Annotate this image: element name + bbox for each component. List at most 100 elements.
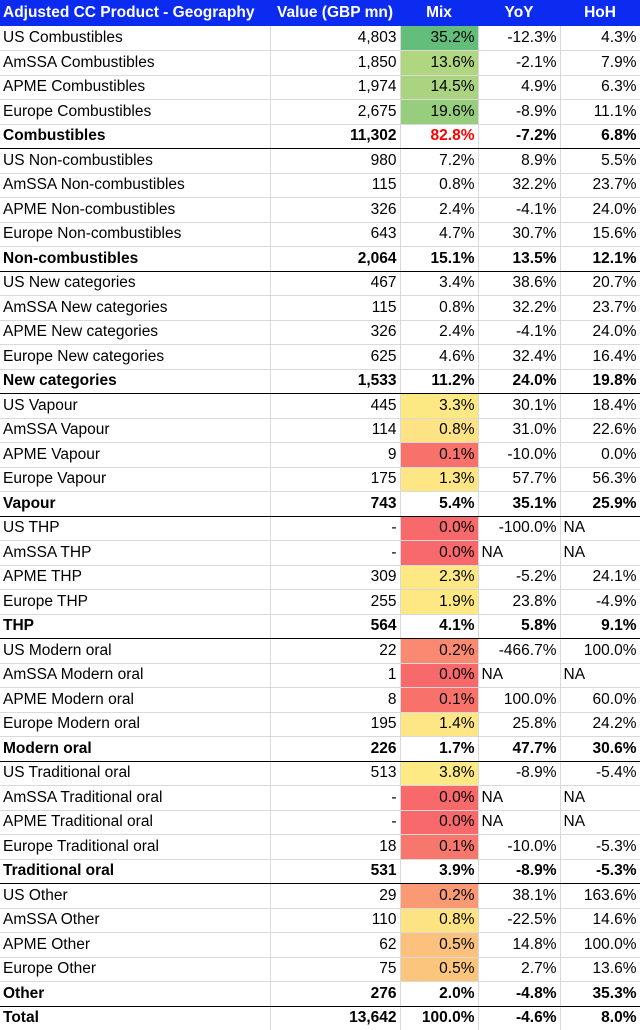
hoh-cell: -4.9% <box>560 589 640 615</box>
table-row: Europe Other 75 0.5% 2.7% 13.6% <box>0 957 640 982</box>
hoh-cell: 25.9% <box>560 491 640 517</box>
hoh-cell: 100.0% <box>560 932 640 958</box>
mix-cell: 4.7% <box>400 222 479 247</box>
value-cell: - <box>270 810 401 835</box>
mix-cell: 100.0% <box>400 1005 479 1030</box>
mix-cell: 0.1% <box>400 687 479 713</box>
hoh-cell: 19.8% <box>560 368 640 394</box>
yoy-cell: 13.5% <box>478 246 561 272</box>
product-geography-cell: Europe Traditional oral <box>0 834 271 860</box>
table-row: Europe THP 255 1.9% 23.8% -4.9% <box>0 589 640 615</box>
mix-cell: 14.5% <box>400 75 479 100</box>
yoy-cell: -10.0% <box>478 834 561 860</box>
product-geography-cell: Total <box>0 1005 271 1030</box>
yoy-cell: 30.1% <box>478 393 561 419</box>
yoy-cell: -466.7% <box>478 638 561 664</box>
hoh-cell: 13.6% <box>560 957 640 982</box>
value-cell: 9 <box>270 442 401 468</box>
yoy-cell: -4.1% <box>478 320 561 345</box>
hoh-cell: 11.1% <box>560 99 640 125</box>
product-geography-cell: US Non-combustibles <box>0 148 271 174</box>
value-cell: 110 <box>270 908 401 933</box>
value-cell: 276 <box>270 981 401 1007</box>
mix-cell: 13.6% <box>400 50 479 76</box>
table-row: AmSSA Other 110 0.8% -22.5% 14.6% <box>0 908 640 933</box>
value-cell: 2,064 <box>270 246 401 272</box>
product-geography-cell: Europe Other <box>0 957 271 982</box>
hoh-cell: -5.4% <box>560 761 640 786</box>
product-geography-cell: Non-combustibles <box>0 246 271 272</box>
table-row: AmSSA THP -0.0% NA NA <box>0 540 640 566</box>
yoy-cell: -8.9% <box>478 761 561 786</box>
hoh-cell: 5.5% <box>560 148 640 174</box>
grand-total-row: Total 13,642 100.0% -4.6% 8.0% <box>0 1005 640 1030</box>
hoh-cell: 100.0% <box>560 638 640 664</box>
mix-cell: 4.1% <box>400 613 479 639</box>
product-geography-cell: Europe Combustibles <box>0 99 271 125</box>
table-row: AmSSA New categories 115 0.8% 32.2% 23.7% <box>0 295 640 321</box>
mix-cell: 2.4% <box>400 197 479 223</box>
mix-cell: 0.5% <box>400 932 479 958</box>
product-geography-cell: US Vapour <box>0 393 271 419</box>
value-cell: 195 <box>270 712 401 737</box>
mix-cell: 0.5% <box>400 957 479 982</box>
mix-cell: 0.0% <box>400 810 479 835</box>
hoh-cell: 8.0% <box>560 1005 640 1030</box>
mix-cell: 0.0% <box>400 785 479 811</box>
hoh-cell: 22.6% <box>560 418 640 443</box>
yoy-cell: -8.9% <box>478 99 561 125</box>
value-cell: 115 <box>270 173 401 198</box>
product-geography-cell: APME THP <box>0 565 271 590</box>
product-geography-cell: Modern oral <box>0 736 271 762</box>
header-product-geography: Adjusted CC Product - Geography <box>0 0 270 26</box>
table-row: Europe New categories 625 4.6% 32.4% 16.4% <box>0 344 640 370</box>
hoh-cell: 24.0% <box>560 320 640 345</box>
yoy-cell: 25.8% <box>478 712 561 737</box>
value-cell: 115 <box>270 295 401 321</box>
yoy-cell: 57.7% <box>478 467 561 492</box>
table-row: Europe Combustibles 2,675 19.6% -8.9% 11.1% <box>0 99 640 125</box>
hoh-cell: -5.3% <box>560 834 640 860</box>
hoh-cell: 20.7% <box>560 271 640 296</box>
header-yoy: YoY <box>478 0 560 26</box>
mix-cell: 0.8% <box>400 418 479 443</box>
mix-cell: 1.4% <box>400 712 479 737</box>
product-geography-cell: Traditional oral <box>0 858 271 884</box>
product-geography-cell: APME Vapour <box>0 442 271 468</box>
table-row: AmSSA Traditional oral -0.0% NA NA <box>0 785 640 811</box>
mix-cell: 2.0% <box>400 981 479 1007</box>
mix-cell: 0.0% <box>400 540 479 566</box>
hoh-cell: 15.6% <box>560 222 640 247</box>
mix-cell: 3.9% <box>400 858 479 884</box>
product-geography-cell: THP <box>0 613 271 639</box>
subtotal-row: THP 564 4.1% 5.8% 9.1% <box>0 613 640 639</box>
subtotal-row: Combustibles 11,302 82.8% -7.2% 6.8% <box>0 123 640 149</box>
mix-cell: 0.8% <box>400 908 479 933</box>
header-hoh: HoH <box>560 0 640 26</box>
value-cell: 29 <box>270 883 401 909</box>
table-row: US Modern oral 22 0.2% -466.7% 100.0% <box>0 638 640 664</box>
table-row: AmSSA Modern oral 1 0.0% NA NA <box>0 663 640 688</box>
table-row: AmSSA Vapour 114 0.8% 31.0% 22.6% <box>0 418 640 443</box>
value-cell: 326 <box>270 320 401 345</box>
subtotal-row: Vapour 743 5.4% 35.1% 25.9% <box>0 491 640 517</box>
mix-cell: 1.9% <box>400 589 479 615</box>
yoy-cell: 32.2% <box>478 295 561 321</box>
mix-cell: 5.4% <box>400 491 479 517</box>
hoh-cell: 6.3% <box>560 75 640 100</box>
table-row: APME Traditional oral -0.0% NA NA <box>0 810 640 835</box>
mix-cell: 0.8% <box>400 295 479 321</box>
product-geography-cell: Other <box>0 981 271 1007</box>
hoh-cell: 24.1% <box>560 565 640 590</box>
product-geography-cell: Europe Vapour <box>0 467 271 492</box>
product-geography-cell: APME Combustibles <box>0 75 271 100</box>
table-row: US Other 29 0.2% 38.1% 163.6% <box>0 883 640 909</box>
hoh-cell: NA <box>560 540 640 566</box>
value-cell: 4,803 <box>270 26 401 51</box>
mix-cell: 0.2% <box>400 883 479 909</box>
product-geography-cell: AmSSA Other <box>0 908 271 933</box>
yoy-cell: 100.0% <box>478 687 561 713</box>
mix-cell: 3.4% <box>400 271 479 296</box>
subtotal-row: Modern oral 226 1.7% 47.7% 30.6% <box>0 736 640 762</box>
